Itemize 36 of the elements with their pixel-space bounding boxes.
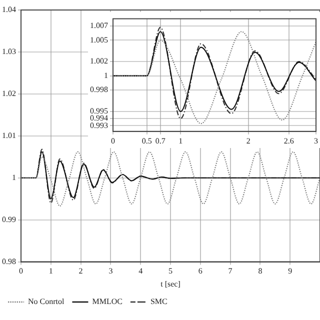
x-tick-label: 3 <box>314 136 318 146</box>
x-tick-label: 1 <box>48 266 53 276</box>
x-tick-label: 7 <box>228 266 232 276</box>
y-tick-label: 1.02 <box>2 89 16 98</box>
x-tick-label: 0 <box>19 266 23 276</box>
legend-label: MMLOC <box>92 297 122 306</box>
y-tick-label: 1.04 <box>2 5 16 14</box>
x-tick-label: 2 <box>78 266 83 276</box>
y-tick-label: 0.993 <box>90 120 108 130</box>
x-axis-title: t [sec] <box>160 279 181 288</box>
y-tick-label: 0.998 <box>90 85 108 94</box>
y-tick-label: 0.994 <box>90 114 108 123</box>
x-tick-label: 1 <box>178 136 183 146</box>
y-tick-label: 0.98 <box>2 256 16 266</box>
y-tick-label: 1.03 <box>2 47 16 56</box>
y-tick-label: 1.005 <box>90 35 108 44</box>
x-tick-label: 0 <box>111 136 115 146</box>
x-tick-label: 5 <box>168 266 172 276</box>
y-tick-label: 1.01 <box>2 130 16 140</box>
x-tick-label: 2 <box>246 136 250 146</box>
x-tick-label: 3 <box>108 266 113 276</box>
legend-label: SMC <box>150 297 168 306</box>
x-tick-label: 2.6 <box>284 136 294 146</box>
y-tick-label: 0.995 <box>90 106 108 116</box>
y-tick-label: 1.007 <box>90 21 108 30</box>
x-tick-label: 4 <box>138 266 143 276</box>
y-tick-label: 1 <box>12 172 16 182</box>
x-tick-label: 8 <box>258 266 262 276</box>
x-tick-label: 0.5 <box>142 136 152 146</box>
x-tick-label: 9 <box>288 266 292 276</box>
legend-label: No Conrtol <box>28 297 65 306</box>
y-tick-label: 1 <box>104 70 108 80</box>
y-tick-label: 1.002 <box>90 56 108 66</box>
x-tick-label: 6 <box>198 266 202 276</box>
y-tick-label: 0.99 <box>2 214 16 224</box>
x-tick-label: 0.7 <box>155 136 166 146</box>
